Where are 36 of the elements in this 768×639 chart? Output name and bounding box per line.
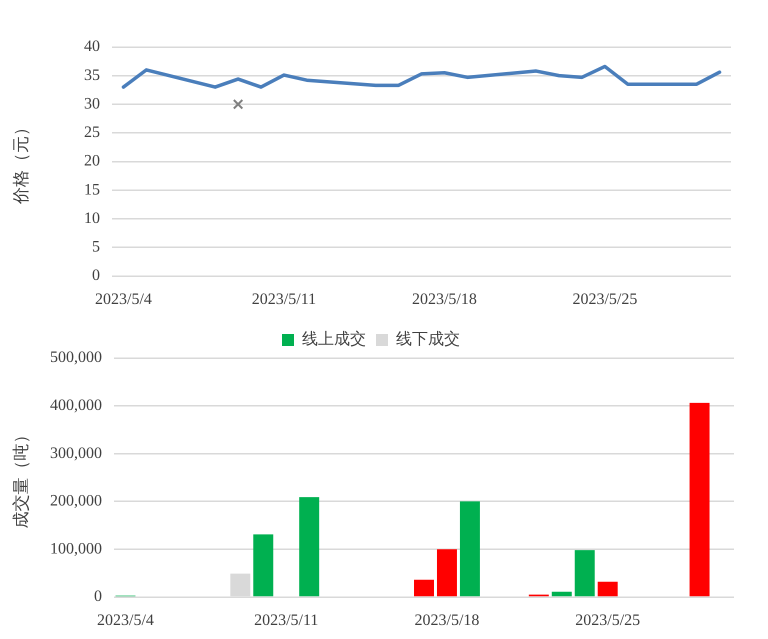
- y-tick-label: 100,000: [50, 540, 102, 558]
- y-tick-label: 10: [84, 210, 100, 227]
- y-tick-label: 400,000: [50, 397, 102, 414]
- x-tick-label: 2023/5/25: [575, 612, 640, 629]
- y-tick-label: 0: [94, 588, 102, 606]
- y-axis-title: 价格（元）: [12, 119, 31, 205]
- bar: [436, 549, 457, 596]
- y-tick-label: 300,000: [50, 444, 102, 462]
- bar: [598, 582, 618, 596]
- y-tick-label: 40: [84, 38, 100, 56]
- y-tick-label: 200,000: [50, 492, 102, 510]
- y-tick-label: 500,000: [50, 349, 102, 366]
- x-tick-label: 2023/5/4: [97, 612, 154, 629]
- y-tick-label: 5: [92, 238, 100, 256]
- y-tick-label: 25: [84, 124, 100, 142]
- x-tick-label: 2023/5/18: [414, 612, 480, 629]
- bar: [690, 402, 710, 596]
- y-tick-label: 20: [84, 152, 100, 170]
- bar: [299, 497, 320, 596]
- y-tick-label: 15: [84, 181, 100, 198]
- y-tick-label: 35: [84, 66, 100, 84]
- y-axis-title: 成交量（吨）: [12, 426, 31, 528]
- x-tick-label: 2023/5/18: [412, 290, 477, 308]
- x-tick-label: 2023/5/25: [572, 290, 638, 308]
- x-tick-label: 2023/5/11: [252, 290, 316, 308]
- x-tick-label: 2023/5/4: [95, 290, 152, 308]
- x-tick-label: 2023/5/11: [254, 612, 318, 629]
- bar: [552, 592, 572, 596]
- y-tick-label: 30: [84, 95, 100, 112]
- legend-label: 线下成交: [396, 330, 460, 348]
- bar: [253, 534, 274, 596]
- bar: [414, 580, 434, 596]
- bar: [460, 501, 480, 596]
- y-tick-label: 0: [92, 267, 100, 284]
- legend-label: 线上成交: [302, 330, 366, 348]
- bar: [574, 550, 595, 596]
